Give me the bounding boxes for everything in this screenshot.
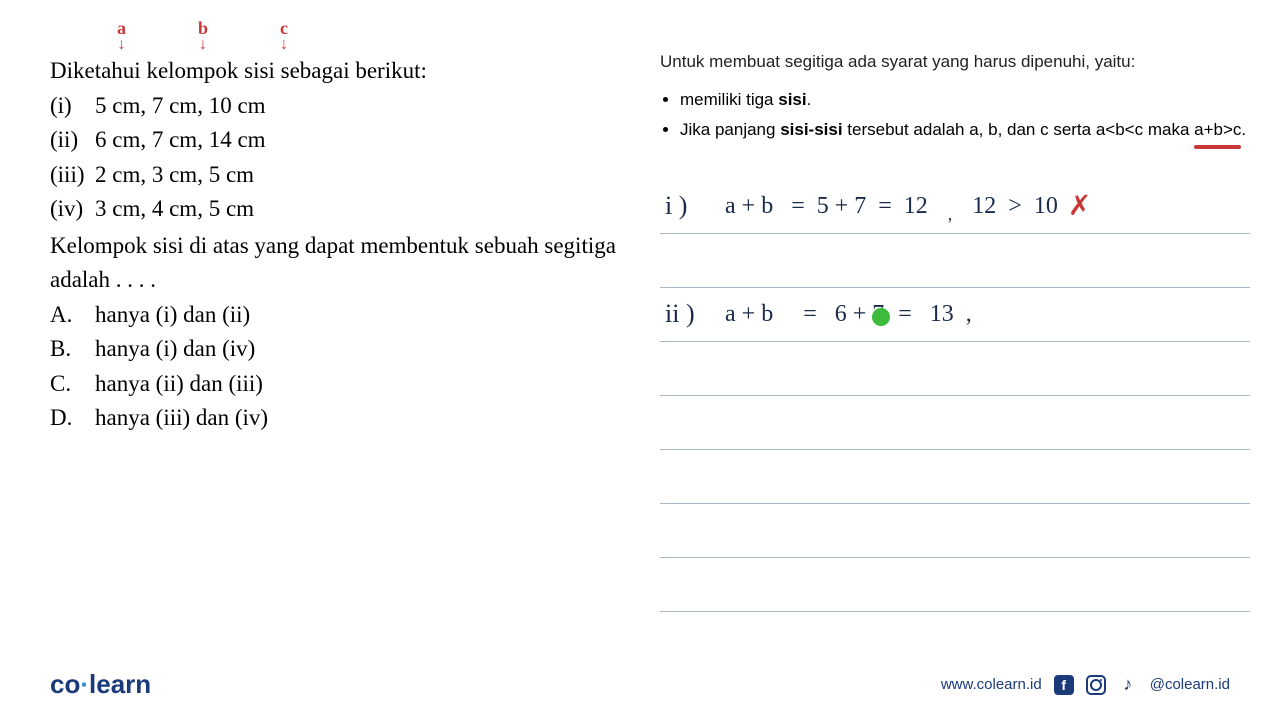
arrow-down-icon: ↓: [199, 39, 207, 52]
rule-1: memiliki tiga sisi.: [680, 90, 1250, 110]
arrow-down-icon: ↓: [118, 39, 126, 52]
item-iii: (iii) 2 cm, 3 cm, 5 cm: [50, 158, 620, 193]
rules-intro: Untuk membuat segitiga ada syarat yang h…: [660, 50, 1250, 74]
empty-line: [660, 558, 1250, 612]
logo: co·learn: [50, 669, 151, 700]
rule-2: Jika panjang sisi-sisi tersebut adalah a…: [680, 120, 1250, 140]
annot-a: a ↓: [117, 18, 126, 52]
annot-c: c ↓: [280, 18, 288, 52]
question-prompt: Kelompok sisi di atas yang dapat membent…: [50, 229, 620, 298]
item-i: (i) 5 cm, 7 cm, 10 cm: [50, 89, 620, 124]
instagram-icon: [1086, 675, 1106, 695]
footer-url: www.colearn.id: [941, 676, 1042, 693]
option-c: C. hanya (ii) dan (iii): [50, 367, 620, 402]
work-line-2: ii ) a + b = 6 + 7 = 13 ,: [660, 288, 1250, 342]
item-iv: (iv) 3 cm, 4 cm, 5 cm: [50, 192, 620, 227]
work-line-1: i ) a + b = 5 + 7 = 12 , 12 > 10 ✗: [660, 180, 1250, 234]
question-intro: Diketahui kelompok sisi sebagai berikut:: [50, 54, 620, 89]
item-ii: (ii) 6 cm, 7 cm, 14 cm: [50, 123, 620, 158]
facebook-icon: f: [1054, 675, 1074, 695]
arrow-down-icon: ↓: [280, 39, 288, 52]
footer: co·learn www.colearn.id f ♪ @colearn.id: [0, 669, 1280, 700]
option-b: B. hanya (i) dan (iv): [50, 332, 620, 367]
cursor-icon: [872, 308, 890, 326]
empty-line: [660, 342, 1250, 396]
empty-line: [660, 450, 1250, 504]
option-d: D. hanya (iii) dan (iv): [50, 401, 620, 436]
empty-line: [660, 504, 1250, 558]
empty-line: [660, 396, 1250, 450]
annot-b: b ↓: [198, 18, 208, 52]
option-a: A. hanya (i) dan (ii): [50, 298, 620, 333]
rules-list: memiliki tiga sisi. Jika panjang sisi-si…: [660, 90, 1250, 140]
tiktok-icon: ♪: [1118, 675, 1138, 695]
solution-panel: Untuk membuat segitiga ada syarat yang h…: [640, 0, 1280, 720]
footer-right: www.colearn.id f ♪ @colearn.id: [941, 675, 1230, 695]
question-body: Diketahui kelompok sisi sebagai berikut:…: [50, 54, 620, 436]
empty-line: [660, 234, 1250, 288]
work-area: i ) a + b = 5 + 7 = 12 , 12 > 10 ✗ ii ) …: [660, 180, 1250, 612]
check-icon: ✗: [1068, 189, 1091, 223]
question-panel: a ↓ b ↓ c ↓ Diketahui kelompok sisi seba…: [0, 0, 640, 720]
footer-handle: @colearn.id: [1150, 676, 1230, 693]
